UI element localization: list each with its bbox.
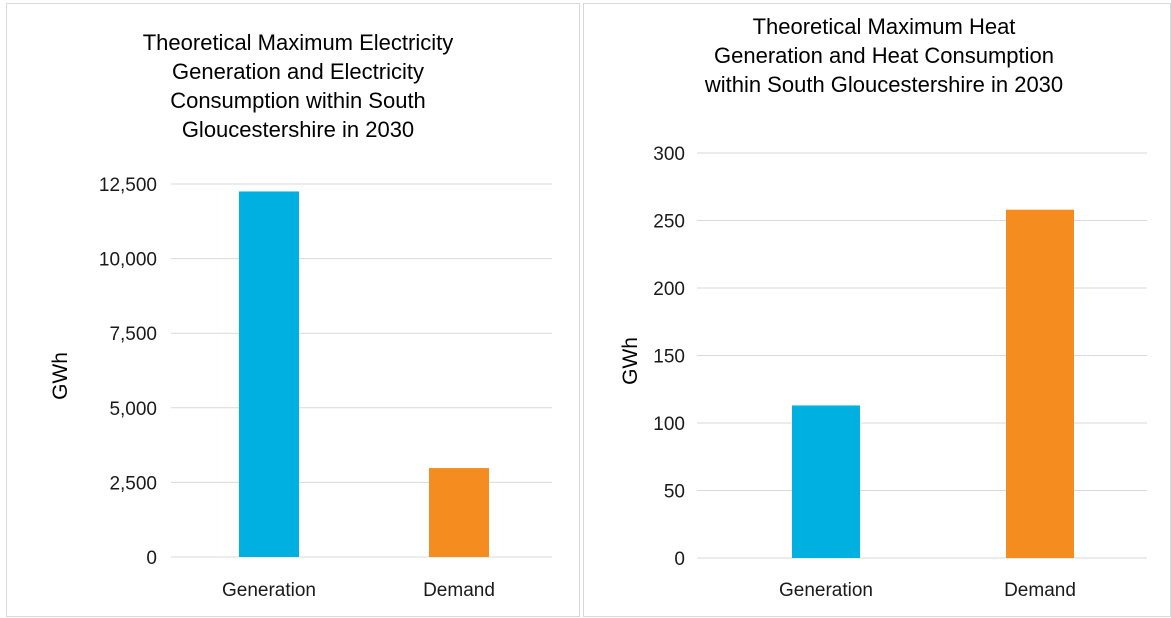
chart-title-line: within South Gloucestershire in 2030 <box>704 72 1063 97</box>
chart-title-line: Consumption within South <box>170 88 426 113</box>
bar-generation <box>239 191 299 557</box>
bar-demand <box>1006 209 1074 558</box>
chart-title: Theoretical Maximum Heat Generation and … <box>704 14 1063 97</box>
plot-area: 0 2,500 5,000 7,500 10,000 12,500 Generation De… <box>99 175 552 601</box>
chart-title: Theoretical Maximum Electricity Generati… <box>143 30 454 142</box>
y-tick-label: 150 <box>653 347 685 368</box>
electricity-chart: Theoretical Maximum Electricity Generati… <box>49 30 552 601</box>
y-tick-label: 250 <box>653 212 685 233</box>
y-tick-label: 2,500 <box>109 473 157 494</box>
x-tick-label: Generation <box>779 580 873 601</box>
y-tick-label: 0 <box>146 548 157 569</box>
y-tick-label: 200 <box>653 279 685 300</box>
y-axis-title: GWh <box>619 337 642 385</box>
y-tick-label: 300 <box>653 144 685 165</box>
y-tick-label: 0 <box>674 549 685 570</box>
y-tick-label: 5,000 <box>109 399 157 420</box>
bar-demand <box>429 468 489 557</box>
plot-area: 0 50 100 150 200 250 300 Generation Demand <box>653 144 1147 601</box>
chart-title-line: Generation and Heat Consumption <box>714 43 1054 68</box>
y-tick-label: 100 <box>653 414 685 435</box>
y-tick-label: 7,500 <box>109 324 157 345</box>
chart-title-line: Gloucestershire in 2030 <box>182 117 414 142</box>
chart-title-line: Theoretical Maximum Heat <box>753 14 1016 39</box>
electricity-chart-panel: Theoretical Maximum Electricity Generati… <box>6 3 580 617</box>
y-tick-label: 12,500 <box>99 175 157 196</box>
chart-title-line: Theoretical Maximum Electricity <box>143 30 454 55</box>
heat-chart-panel: Theoretical Maximum Heat Generation and … <box>583 3 1171 617</box>
bar-generation <box>792 405 860 558</box>
x-tick-label: Generation <box>222 580 316 601</box>
y-tick-label: 50 <box>664 482 685 503</box>
x-tick-label: Demand <box>423 580 495 601</box>
chart-title-line: Generation and Electricity <box>172 59 424 84</box>
y-axis-title: GWh <box>49 352 72 400</box>
x-tick-label: Demand <box>1004 580 1076 601</box>
heat-chart: Theoretical Maximum Heat Generation and … <box>619 14 1147 601</box>
y-tick-label: 10,000 <box>99 250 157 271</box>
